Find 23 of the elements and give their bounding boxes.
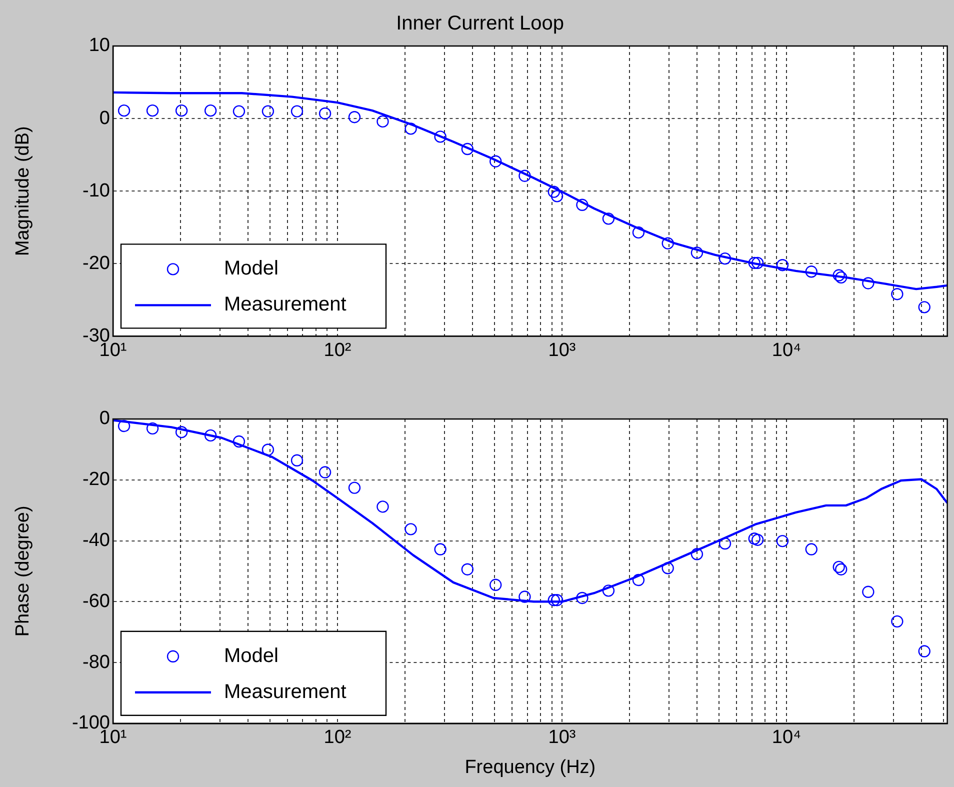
y-axis-title: Magnitude (dB): [12, 126, 34, 256]
y-tick-label: -40: [82, 530, 110, 551]
y-axis-title: Phase (degree): [12, 506, 34, 637]
y-tick-label: 10: [88, 35, 110, 56]
y-tick-label: -80: [82, 652, 110, 673]
legend-label: Model: [224, 258, 278, 280]
legend-label: Measurement: [224, 294, 347, 316]
y-tick-label: 0: [99, 408, 110, 430]
y-tick-label: -20: [82, 469, 110, 490]
x-tick-label: 10³: [548, 340, 576, 361]
x-axis-title: Frequency (Hz): [464, 756, 596, 778]
x-tick-label: 10⁴: [772, 340, 802, 361]
chart-title: Inner Current Loop: [396, 12, 564, 35]
y-tick-label: -20: [82, 252, 110, 274]
x-tick-label: 10³: [548, 727, 576, 748]
y-tick-label: 0: [99, 108, 110, 129]
x-tick-label: 10²: [324, 727, 352, 748]
legend-label: Model: [224, 644, 278, 667]
y-tick-label: -60: [82, 590, 110, 612]
x-tick-label: 10⁴: [772, 727, 802, 748]
legend-label: Measurement: [224, 680, 347, 703]
x-tick-label: 10²: [324, 340, 352, 361]
y-tick-label: -10: [82, 180, 110, 202]
